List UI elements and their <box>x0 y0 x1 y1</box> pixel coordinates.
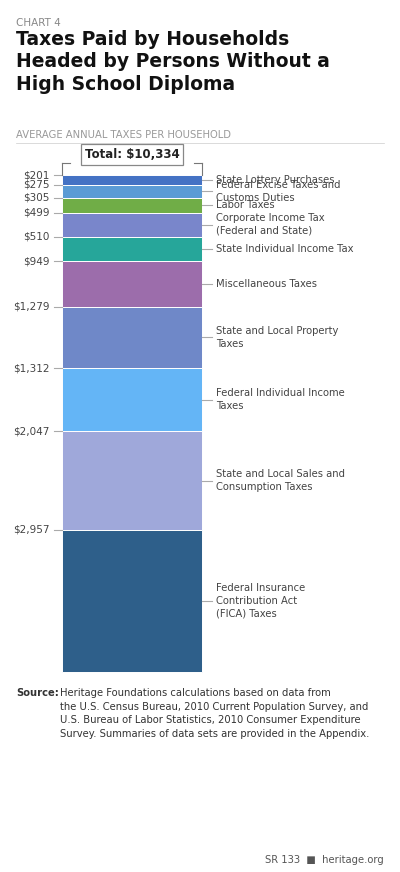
Text: Taxes Paid by Households
Headed by Persons Without a
High School Diploma: Taxes Paid by Households Headed by Perso… <box>16 30 330 93</box>
Text: State and Local Sales and
Consumption Taxes: State and Local Sales and Consumption Ta… <box>216 469 345 492</box>
Text: $510: $510 <box>24 232 50 242</box>
Text: Labor Taxes: Labor Taxes <box>216 201 275 210</box>
Bar <box>62 261 202 307</box>
Bar <box>62 198 202 213</box>
Text: Source:: Source: <box>16 688 59 698</box>
Text: Heritage Foundations calculations based on data from
the U.S. Census Bureau, 201: Heritage Foundations calculations based … <box>60 688 369 739</box>
Text: State Lottery Purchases: State Lottery Purchases <box>216 174 334 185</box>
Text: Federal Individual Income
Taxes: Federal Individual Income Taxes <box>216 388 345 412</box>
Bar <box>62 213 202 236</box>
Text: Total: $10,334: Total: $10,334 <box>85 148 179 161</box>
Text: Federal Excise Taxes and
Customs Duties: Federal Excise Taxes and Customs Duties <box>216 180 340 202</box>
Bar <box>62 307 202 368</box>
Text: Federal Insurance
Contribution Act
(FICA) Taxes: Federal Insurance Contribution Act (FICA… <box>216 583 305 619</box>
Text: SR 133  ■  heritage.org: SR 133 ■ heritage.org <box>265 855 384 865</box>
Bar <box>62 175 202 185</box>
Text: Miscellaneous Taxes: Miscellaneous Taxes <box>216 279 317 289</box>
Text: $275: $275 <box>24 180 50 190</box>
Bar <box>62 432 202 530</box>
Bar <box>62 185 202 198</box>
Text: CHART 4: CHART 4 <box>16 18 61 28</box>
Bar <box>62 530 202 672</box>
Text: $499: $499 <box>24 208 50 217</box>
Bar <box>62 368 202 432</box>
Text: Corporate Income Tax
(Federal and State): Corporate Income Tax (Federal and State) <box>216 213 325 236</box>
Text: State Individual Income Tax: State Individual Income Tax <box>216 244 354 254</box>
Text: $201: $201 <box>24 170 50 180</box>
Text: $1,279: $1,279 <box>14 302 50 311</box>
Text: $1,312: $1,312 <box>14 364 50 373</box>
Text: $2,047: $2,047 <box>14 426 50 436</box>
Text: $949: $949 <box>24 256 50 266</box>
Text: $2,957: $2,957 <box>14 525 50 535</box>
Text: State and Local Property
Taxes: State and Local Property Taxes <box>216 326 338 349</box>
Bar <box>62 236 202 261</box>
Text: $305: $305 <box>24 193 50 203</box>
Text: AVERAGE ANNUAL TAXES PER HOUSEHOLD: AVERAGE ANNUAL TAXES PER HOUSEHOLD <box>16 130 231 140</box>
